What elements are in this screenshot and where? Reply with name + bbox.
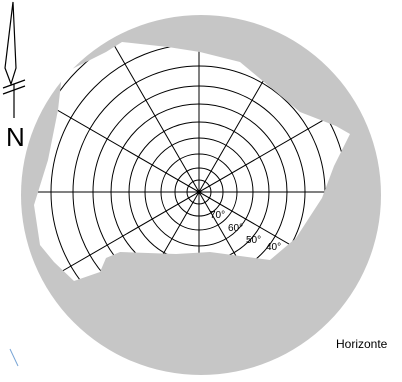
north-arrow xyxy=(2,1,26,118)
stray-mark xyxy=(9,348,19,367)
altitude-label-70: 70° xyxy=(210,210,225,221)
visible-sky-region xyxy=(34,42,350,281)
north-arrow-icon xyxy=(4,1,17,86)
altitude-label-50: 50° xyxy=(246,235,261,246)
altitude-label-40: 40° xyxy=(266,242,281,253)
horizon-label: Horizonte xyxy=(336,337,388,351)
altitude-label-60: 60° xyxy=(228,223,243,234)
altitude-labels: 70° 60° 50° 40° xyxy=(210,210,281,253)
north-label: N xyxy=(6,122,25,152)
